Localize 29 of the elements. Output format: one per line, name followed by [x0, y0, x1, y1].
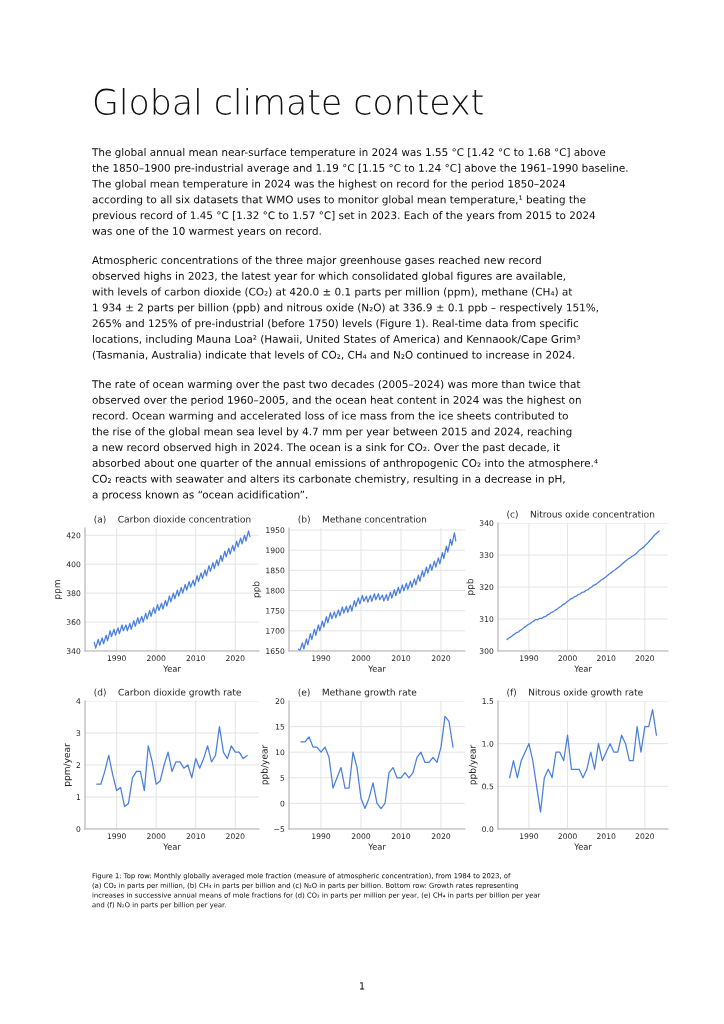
- y-axis-title: ppm: [55, 580, 63, 599]
- text: Global climate context: [94, 88, 483, 115]
- y-axis-title: ppb/year: [260, 744, 270, 785]
- text: The rate of ocean warming over the past two decades (2005–2024) was more than twice that observed over the period 1960–2005, and the ocean heat content in 2024 was the highest on record. Ocean warming and accelerated loss of ice mass from the ice sheets contributed to the rise of the global mean sea level by 4.7 mm per year between 2015 and 2024, reaching a new record observed high in 2024. The ocean is a sink for CO₂. Over the past decade, it absorbed about one quarter of the annual emissions of anthropogenic CO₂ into the atmosphere.⁴ CO₂ reacts with seawater and alters its carbonate chemistry, resulting in a decrease in pH, a process known as “ocean acidification”.: [91, 380, 598, 501]
- text: The global annual mean near-surface temperature in 2024 was 1.55 °C [1.42 °C to 1.68 °C] above the 1850–1900 pre-industrial average and 1.19 °C [1.15 °C to 1.24 °C] above the 1961–1990 baseline. The global mean temperature in 2024 was the highest on record for the period 1850–2024 according to all six datasets that WMO uses to monitor global mean temperature,¹ beating the previous record of 1.45 °C [1.32 °C to 1.57 °C] set in 2023. Each of the years from 2015 to 2024 was one of the 10 warmest years on record.: [91, 148, 628, 237]
- line-series: [508, 708, 658, 813]
- chart-title: (b) Methane concentration: [298, 515, 427, 524]
- chart-title: (e) Methane growth rate: [298, 688, 417, 698]
- x-axis-title: Year: [368, 843, 386, 850]
- line-series: [96, 725, 248, 808]
- chart-title: (c) Nitrous oxide concentration: [507, 510, 655, 519]
- y-axis-title: ppb: [466, 578, 476, 595]
- x-axis-title: Year: [368, 665, 386, 672]
- text: 1: [359, 982, 365, 990]
- chart-title: (f) Nitrous oxide growth rate: [507, 688, 643, 698]
- line-series: [297, 532, 457, 651]
- x-axis-title: Year: [163, 843, 181, 850]
- x-axis-title: Year: [574, 665, 592, 672]
- x-axis-title: Year: [574, 843, 592, 850]
- x-axis-title: Year: [163, 665, 181, 672]
- chart-title: (d) Carbon dioxide growth rate: [94, 688, 241, 698]
- text: Atmospheric concentrations of the three major greenhouse gases reached new record observed highs in 2023, the latest year for which consolidated global figures are available, with levels of carbon dioxide (CO₂) at 420.0 ± 0.1 parts per million (ppm), methane (CH₄) at 1 934 ± 2 parts per billion (ppb) and nitrous oxide (N₂O) at 336.9 ± 0.1 ppb – respectively 151%, 265% and 125% of pre-industrial (before 1750) levels (Figure 1). Real-time data from specific locations, including Mauna Loa² (Hawaii, United States of America) and Kennaook/Cape Grim³ (Tasmania, Australia) indicate that levels of CO₂, CH₄ and N₂O continued to increase in 2024.: [92, 256, 598, 360]
- line-series: [93, 530, 251, 649]
- y-axis-title: ppm/year: [63, 743, 72, 786]
- y-axis-title: ppb: [252, 581, 262, 598]
- y-axis-title: ppb/year: [468, 744, 478, 785]
- line-series: [506, 530, 660, 641]
- chart-title: (a) Carbon dioxide concentration: [94, 515, 251, 524]
- line-series: [300, 715, 454, 810]
